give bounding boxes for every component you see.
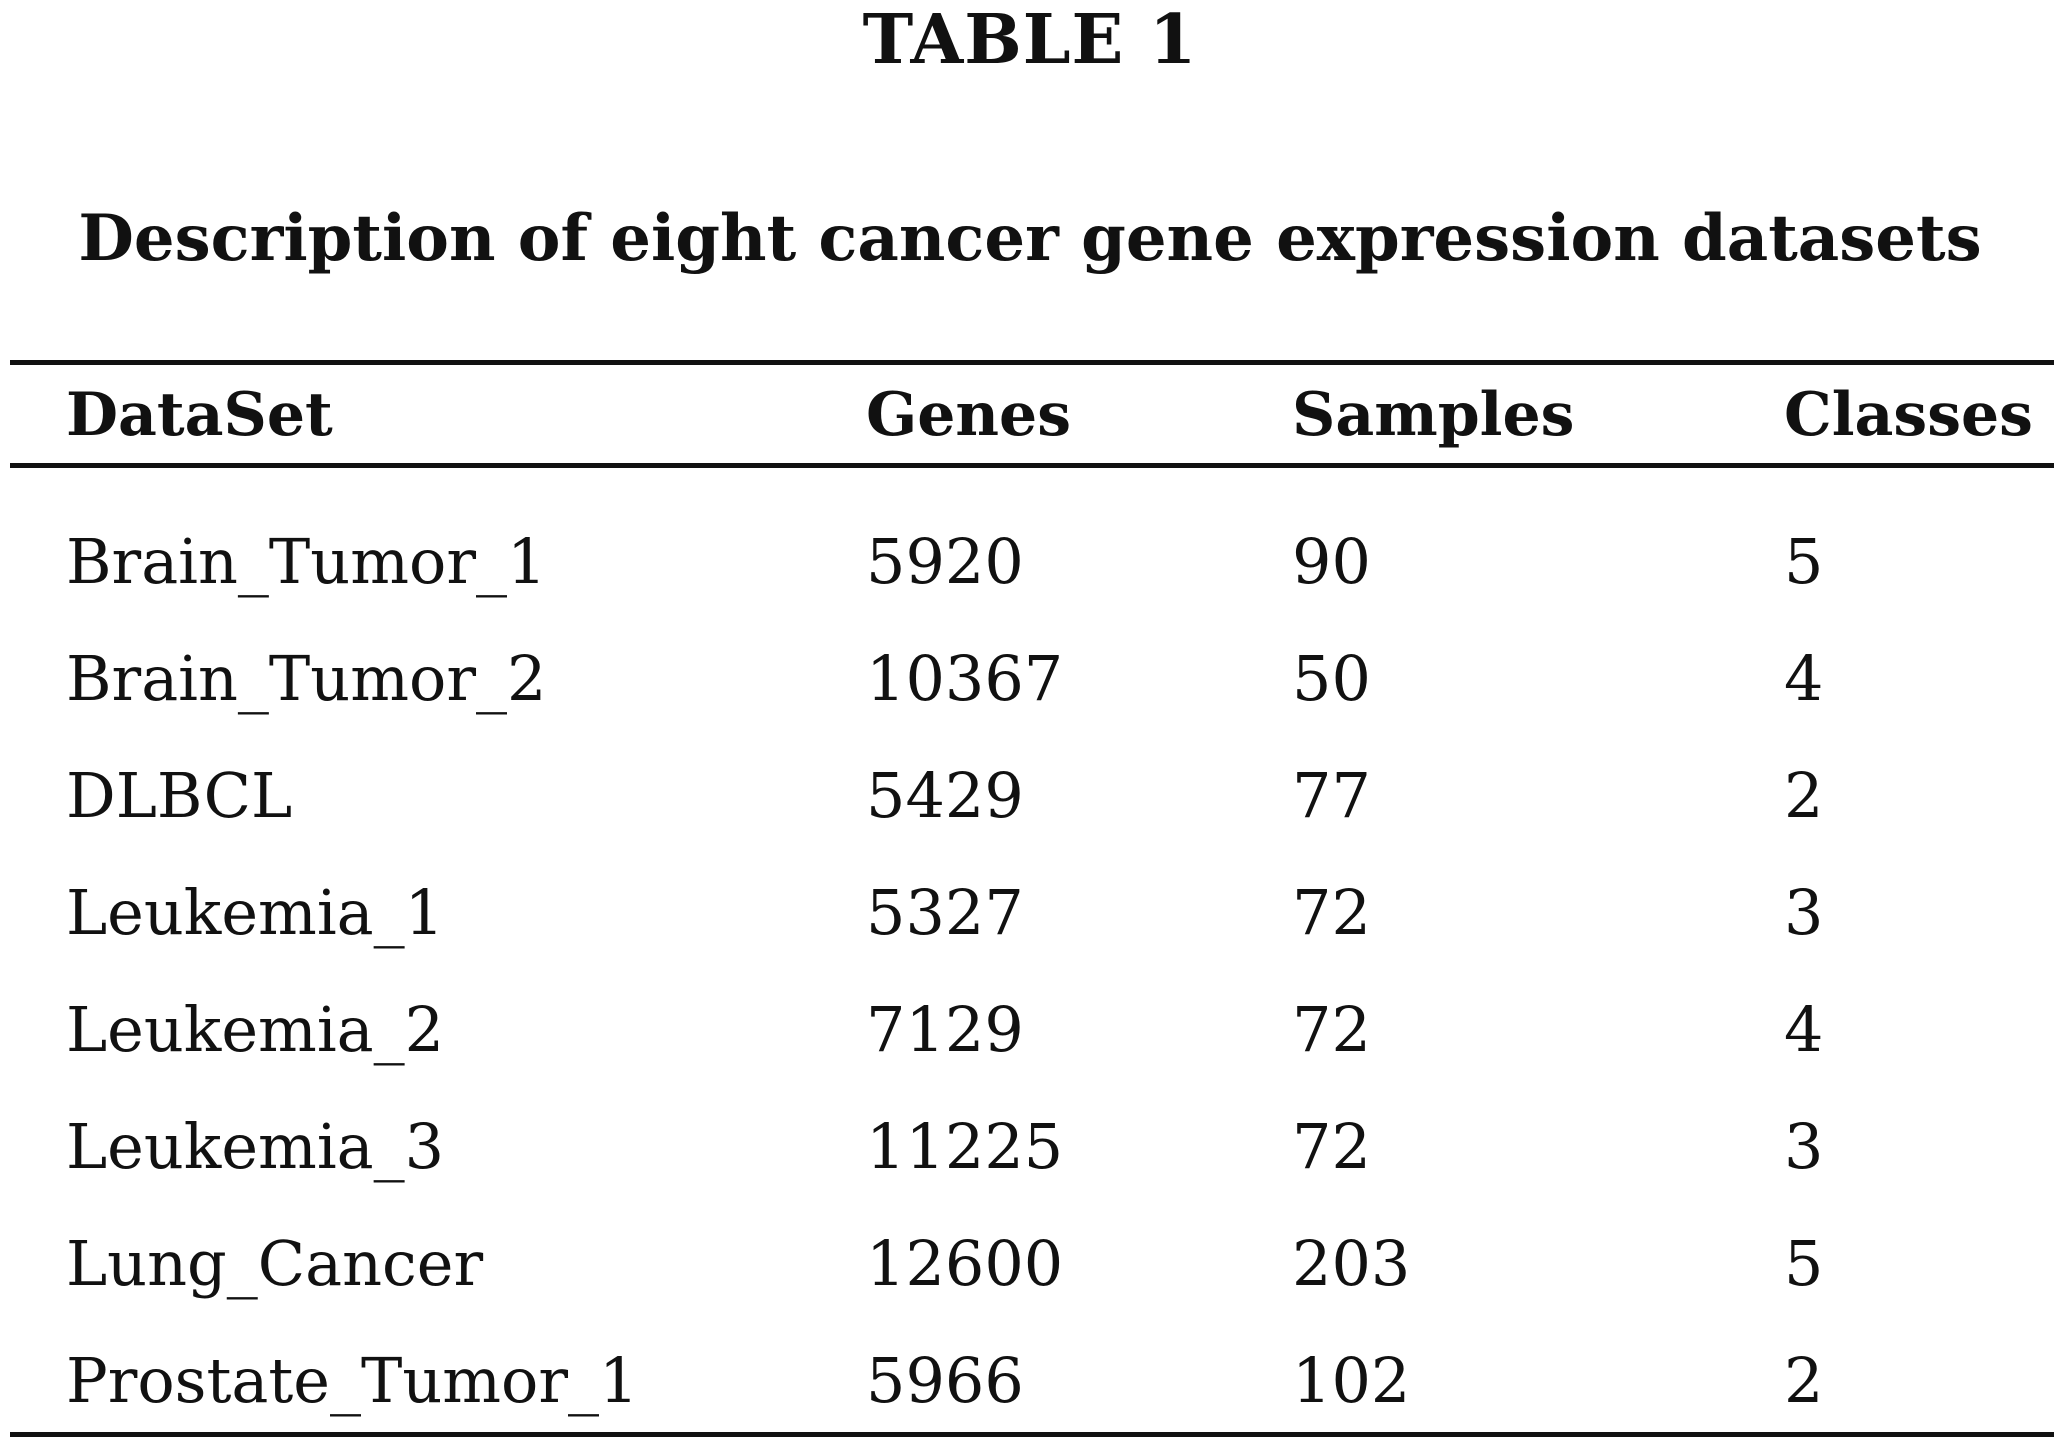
cell-classes: 2	[1784, 759, 1824, 832]
table-row: Brain_Tumor_2 10367 50 4	[0, 620, 2060, 737]
cell-samples: 102	[1292, 1344, 1411, 1417]
table-row: Prostate_Tumor_1 5966 102 2	[0, 1322, 2060, 1439]
cell-dataset: Leukemia_2	[66, 993, 445, 1066]
table-row: Brain_Tumor_1 5920 90 5	[0, 503, 2060, 620]
cell-samples: 50	[1292, 642, 1371, 715]
cell-genes: 12600	[866, 1227, 1064, 1300]
cell-classes: 4	[1784, 642, 1824, 715]
column-header-samples: Samples	[1292, 380, 1575, 450]
cell-dataset: Leukemia_1	[66, 876, 445, 949]
column-header-classes: Classes	[1784, 380, 2033, 450]
table-row: Leukemia_1 5327 72 3	[0, 854, 2060, 971]
cell-genes: 7129	[866, 993, 1024, 1066]
table-row: DLBCL 5429 77 2	[0, 737, 2060, 854]
cell-samples: 72	[1292, 993, 1371, 1066]
table-header-row: DataSet Genes Samples Classes	[0, 370, 2060, 460]
cell-classes: 3	[1784, 876, 1824, 949]
cell-samples: 90	[1292, 525, 1371, 598]
cell-genes: 10367	[866, 642, 1064, 715]
cell-dataset: DLBCL	[66, 759, 293, 832]
table-header-rule	[10, 463, 2054, 468]
table-row: Leukemia_2 7129 72 4	[0, 971, 2060, 1088]
table-bottom-rule	[10, 1432, 2054, 1437]
table-row: Leukemia_3 11225 72 3	[0, 1088, 2060, 1205]
cell-samples: 72	[1292, 876, 1371, 949]
cell-genes: 5429	[866, 759, 1024, 832]
cell-genes: 5966	[866, 1344, 1024, 1417]
cell-genes: 5920	[866, 525, 1024, 598]
cell-dataset: Lung_Cancer	[66, 1227, 484, 1300]
cell-classes: 5	[1784, 525, 1824, 598]
cell-dataset: Prostate_Tumor_1	[66, 1344, 639, 1417]
table-label: TABLE 1	[862, 0, 1198, 80]
cell-dataset: Brain_Tumor_1	[66, 525, 547, 598]
cell-samples: 203	[1292, 1227, 1411, 1300]
cell-classes: 3	[1784, 1110, 1824, 1183]
table-caption: Description of eight cancer gene express…	[78, 201, 1982, 276]
cell-classes: 4	[1784, 993, 1824, 1066]
cell-classes: 2	[1784, 1344, 1824, 1417]
cell-genes: 5327	[866, 876, 1024, 949]
table-row: Lung_Cancer 12600 203 5	[0, 1205, 2060, 1322]
table-top-rule	[10, 360, 2054, 365]
column-header-dataset: DataSet	[66, 380, 333, 450]
cell-dataset: Brain_Tumor_2	[66, 642, 547, 715]
cell-samples: 77	[1292, 759, 1371, 832]
cell-samples: 72	[1292, 1110, 1371, 1183]
cell-dataset: Leukemia_3	[66, 1110, 445, 1183]
cell-classes: 5	[1784, 1227, 1824, 1300]
column-header-genes: Genes	[866, 380, 1071, 450]
cell-genes: 11225	[866, 1110, 1064, 1183]
